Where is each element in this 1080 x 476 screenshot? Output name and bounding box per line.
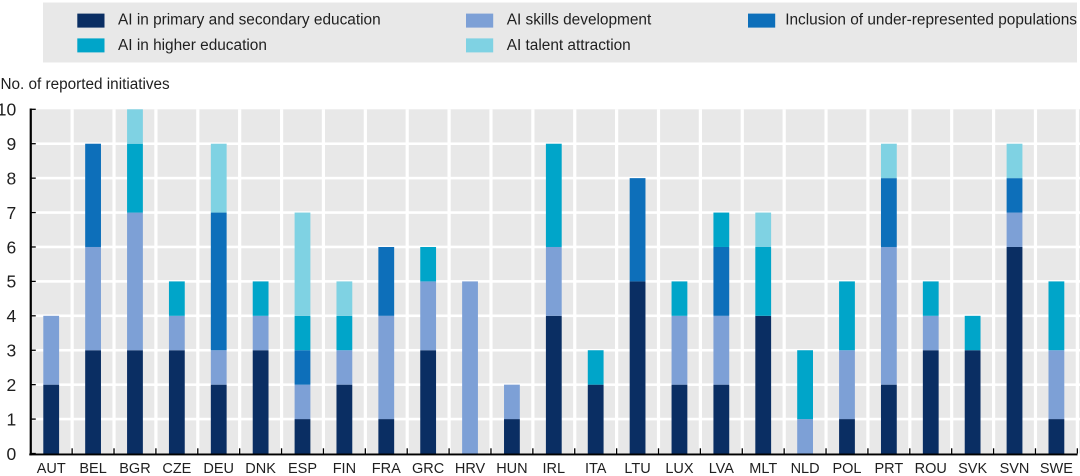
svg-text:FRA: FRA [372,461,401,476]
svg-text:LVA: LVA [709,461,735,476]
svg-text:SVK: SVK [958,461,987,476]
svg-text:FIN: FIN [333,461,356,476]
svg-text:ESP: ESP [288,461,317,476]
svg-text:Inclusion of under-represented: Inclusion of under-represented populatio… [785,12,1077,29]
svg-text:6: 6 [6,237,16,257]
svg-text:SVN: SVN [1000,461,1030,476]
svg-text:PRT: PRT [874,461,903,476]
svg-text:IRL: IRL [543,461,566,476]
svg-text:CZE: CZE [162,461,191,476]
svg-text:3: 3 [6,341,16,361]
svg-text:GRC: GRC [412,461,444,476]
svg-text:AI talent attraction: AI talent attraction [507,37,631,54]
svg-text:HRV: HRV [455,461,486,476]
svg-text:0: 0 [6,444,16,464]
svg-text:9: 9 [6,134,16,154]
svg-text:LTU: LTU [624,461,650,476]
svg-text:BEL: BEL [79,461,106,476]
svg-text:AUT: AUT [37,461,66,476]
svg-text:LUX: LUX [665,461,694,476]
svg-text:8: 8 [6,168,16,188]
svg-text:ROU: ROU [915,461,947,476]
svg-text:AI in primary and secondary ed: AI in primary and secondary education [118,12,381,29]
svg-text:DNK: DNK [245,461,276,476]
svg-text:5: 5 [6,272,16,292]
svg-text:HUN: HUN [496,461,527,476]
svg-text:AI skills development: AI skills development [507,12,652,29]
svg-text:2: 2 [6,375,16,395]
svg-text:SWE: SWE [1040,461,1073,476]
svg-text:NLD: NLD [791,461,820,476]
svg-text:No. of reported initiatives: No. of reported initiatives [1,76,171,93]
svg-text:7: 7 [6,203,16,223]
svg-text:ITA: ITA [585,461,607,476]
svg-text:4: 4 [6,306,16,326]
svg-text:MLT: MLT [749,461,777,476]
svg-text:1: 1 [6,409,16,429]
svg-text:DEU: DEU [203,461,234,476]
svg-text:10: 10 [0,100,16,120]
svg-text:AI in higher education: AI in higher education [118,37,267,54]
svg-text:POL: POL [832,461,861,476]
svg-text:BGR: BGR [119,461,150,476]
